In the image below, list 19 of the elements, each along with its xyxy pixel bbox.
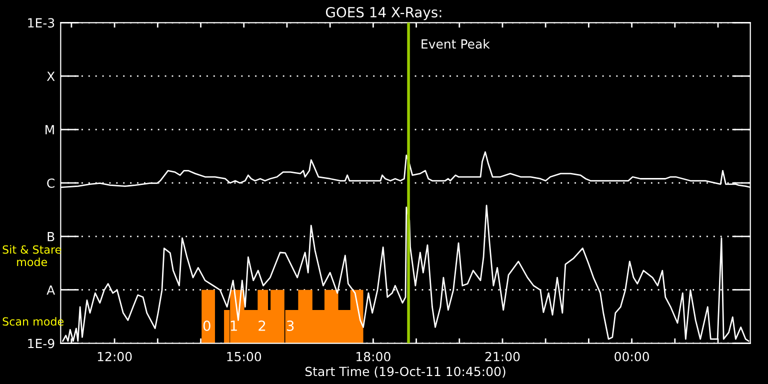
y-tick-label: M: [46, 125, 54, 134]
y-tick-label: 1E-3: [28, 18, 54, 28]
x-axis-title: Start Time (19-Oct-11 10:45:00): [305, 366, 506, 378]
y-tick-label: C: [47, 178, 54, 188]
chart-title: GOES 14 X-Rays:: [326, 6, 442, 20]
x-tick-label: 21:00: [485, 352, 520, 362]
x-tick-label: 18:00: [356, 352, 390, 362]
x-tick-label: 15:00: [227, 352, 262, 362]
x-tick-label: 12:00: [98, 352, 132, 362]
y-tick-label: 1E-9: [28, 338, 54, 348]
y-tick-label: X: [46, 72, 55, 81]
annotation: 0: [203, 320, 210, 331]
x-tick-label: 00:00: [614, 352, 649, 362]
annotation: 3: [286, 320, 294, 331]
y-tick-label: B: [48, 232, 54, 242]
annotation: 1: [230, 320, 237, 331]
ref-line-label: Event Peak: [422, 39, 490, 49]
annotation: 2: [258, 320, 266, 331]
y-tick-label: A: [46, 285, 56, 295]
